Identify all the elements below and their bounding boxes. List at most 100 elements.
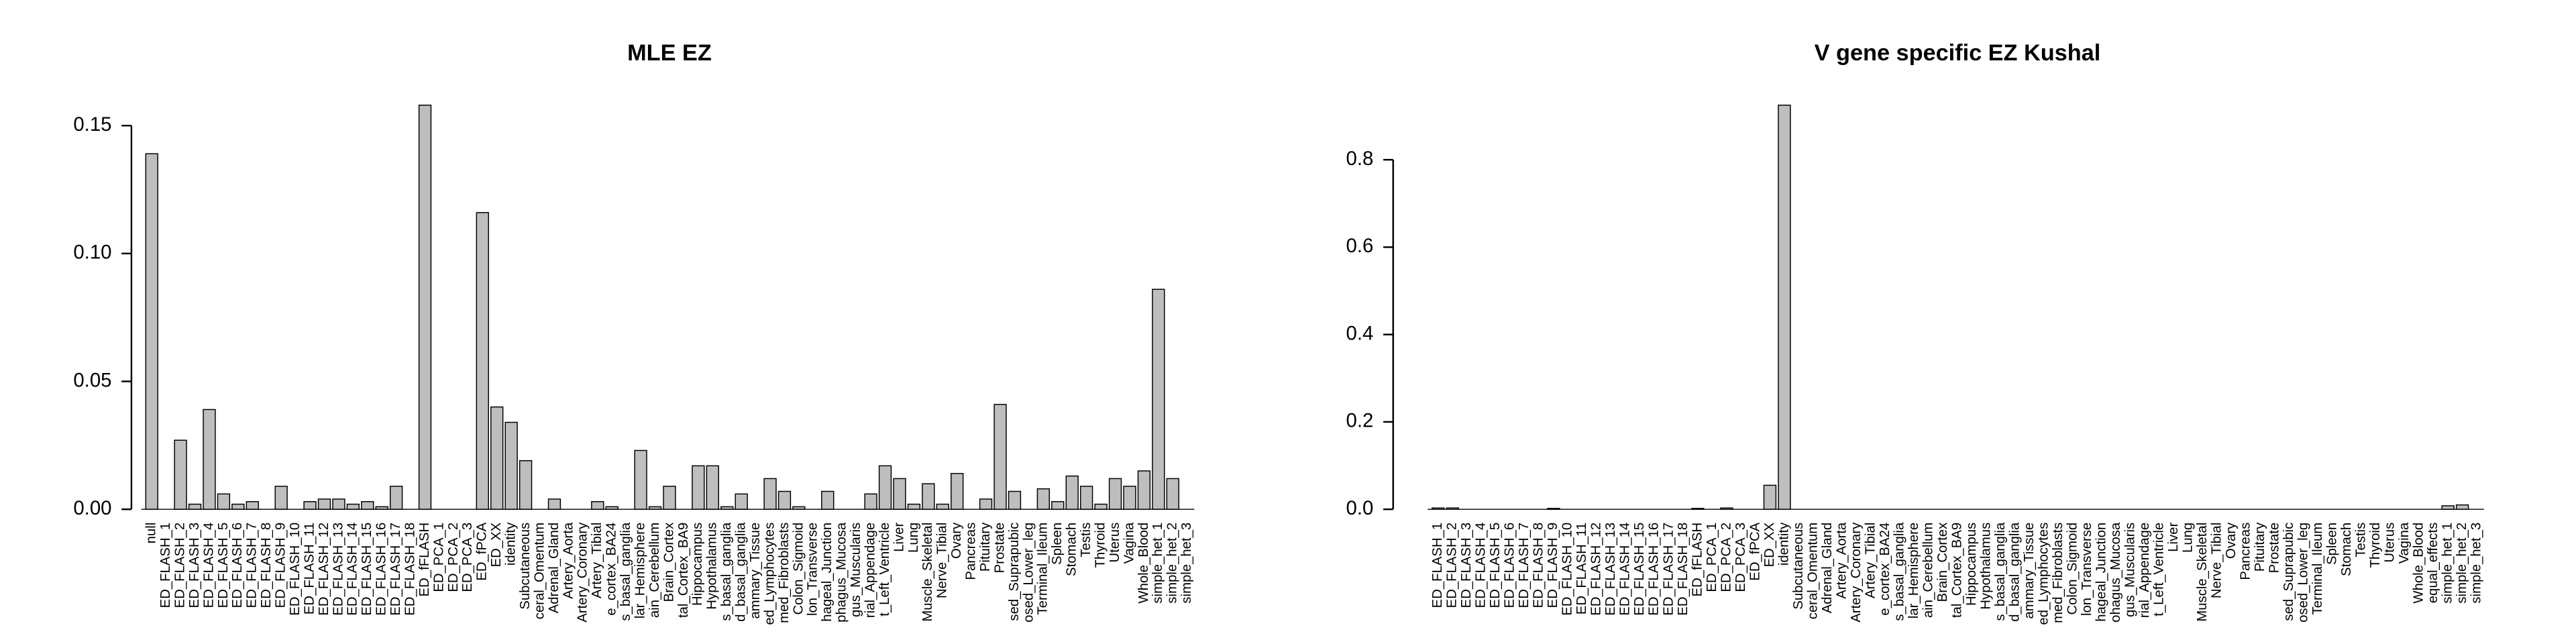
- bar: [878, 465, 892, 510]
- x-tick-label: Testis: [2353, 523, 2368, 557]
- bar: [994, 404, 1007, 510]
- x-tick-label: Hippocampus: [1964, 523, 1979, 606]
- x-tick-label: phagus_Mucosa: [835, 522, 849, 623]
- x-tick-label: ED_FLASH_10: [288, 523, 303, 616]
- x-tick-label: Pituitary: [978, 522, 993, 572]
- bar: [346, 503, 360, 510]
- y-tick-label: 0.00: [73, 497, 111, 519]
- x-tick-label: ED_FLASH_18: [402, 523, 417, 616]
- x-tick-label: ED_PCA_3: [460, 523, 475, 592]
- x-tick-label: ED_FLASH_8: [1532, 523, 1546, 608]
- x-tick-label: ammary_Tissue: [748, 523, 763, 619]
- x-tick-label: lon_Transverse: [2080, 523, 2094, 616]
- x-tick-label: ED_FLASH_17: [388, 523, 403, 616]
- x-tick-label: ceral_Omentum: [1805, 523, 1820, 619]
- x-tick-label: Terminal_Ileum: [2310, 523, 2325, 615]
- x-tick-label: lar_Hemisphere: [1907, 523, 1921, 619]
- x-tick-label: Stomach: [2339, 523, 2354, 576]
- x-tick-label: ED_FLASH_2: [1445, 523, 1460, 608]
- x-tick-label: ED_FLASH_15: [1632, 523, 1647, 616]
- x-tick-label: ED_FLASH_9: [1546, 523, 1560, 608]
- bar: [1051, 501, 1065, 510]
- bar: [792, 506, 806, 510]
- x-tick-label: Colon_Sigmoid: [2065, 523, 2080, 615]
- x-tick-label: ohagus_Mucosa: [2108, 522, 2123, 623]
- bar: [203, 409, 216, 510]
- x-tick-label: ED_XX: [489, 522, 504, 567]
- x-tick-label: ED_FLASH_13: [1603, 523, 1618, 616]
- bar: [145, 153, 158, 510]
- bar: [1166, 478, 1179, 510]
- x-tick-label: Hypothalamus: [1978, 523, 1993, 610]
- bar: [893, 478, 906, 510]
- x-tick-label: t_Left_Ventricle: [2151, 523, 2166, 616]
- bar: [303, 501, 317, 510]
- bar: [361, 501, 374, 510]
- bar: [648, 506, 662, 510]
- x-tick-label: d_basal_ganglia: [2007, 522, 2022, 622]
- x-tick-label: ED_FLASH_16: [1647, 523, 1662, 616]
- x-tick-label: ED_FLASH_5: [216, 523, 231, 608]
- x-tick-label: ed_Lymphocytes: [2036, 523, 2051, 625]
- x-tick-label: med_Fibroblasts: [2051, 523, 2065, 623]
- x-tick-label: Liver: [892, 523, 906, 552]
- y-tick-label: 0.05: [73, 369, 111, 391]
- x-tick-label: ED_FLASH_10: [1560, 523, 1575, 616]
- x-tick-label: Artery_Coronary: [1849, 522, 1864, 623]
- x-tick-label: Pancreas: [2238, 523, 2253, 580]
- x-tick-label: Testis: [1079, 523, 1093, 557]
- bar: [217, 493, 231, 510]
- bar: [1446, 507, 1460, 510]
- x-tick-label: ain_Cerebellum: [647, 523, 662, 618]
- y-tick-label: 0.0: [1346, 497, 1374, 519]
- bar: [720, 506, 734, 510]
- x-tick-label: Prostate: [992, 523, 1007, 574]
- bar: [188, 503, 202, 510]
- x-tick-label: ED_FLASH_9: [274, 523, 288, 608]
- bar: [922, 483, 935, 510]
- x-tick-label: t_Left_Ventricle: [877, 523, 892, 616]
- x-tick-label: ED_FLASH_5: [1488, 523, 1503, 608]
- bar: [504, 421, 518, 510]
- bar: [663, 486, 676, 510]
- x-tick-label: gus_Muscularis: [2123, 523, 2137, 617]
- x-tick-label: lar_Hemisphere: [633, 523, 647, 619]
- bar: [1763, 484, 1777, 510]
- bar: [1065, 475, 1079, 510]
- x-tick-label: ED_fFLASH: [417, 523, 432, 597]
- bar: [979, 498, 993, 510]
- bar: [1691, 508, 1705, 510]
- y-tick-label: 0.2: [1346, 410, 1374, 432]
- x-tick-label: s_basal_ganglia: [619, 522, 633, 621]
- x-tick-label: identity: [1776, 522, 1791, 566]
- x-tick-label: ain_Cerebellum: [1921, 523, 1935, 618]
- bar: [1036, 488, 1050, 510]
- x-tick-label: s_basal_ganglia: [1993, 522, 2008, 621]
- bar: [1137, 470, 1151, 510]
- x-tick-label: Pituitary: [2253, 522, 2267, 572]
- x-tick-label: ED_FLASH_17: [1661, 523, 1676, 616]
- x-tick-label: e_cortex_BA24: [1878, 523, 1892, 616]
- x-tick-label: Ovary: [949, 522, 964, 559]
- chart-title: MLE EZ: [627, 40, 712, 66]
- x-tick-label: tal_Cortex_BA9: [1949, 523, 1964, 618]
- x-tick-label: Muscle_Skeletal: [920, 523, 935, 622]
- x-tick-label: ED_FLASH_11: [302, 523, 317, 614]
- x-tick-label: ED_FLASH_4: [201, 523, 216, 608]
- bar: [1432, 507, 1445, 510]
- bar: [231, 503, 245, 510]
- bar: [1152, 288, 1165, 510]
- bar: [735, 493, 748, 510]
- x-tick-label: rial_Appendage: [2137, 523, 2152, 618]
- x-tick-label: identity: [504, 522, 519, 566]
- x-tick-label: ED_FLASH_18: [1676, 523, 1690, 616]
- bar: [2455, 504, 2469, 510]
- x-tick-label: simple_het_1: [1150, 523, 1165, 604]
- x-tick-label: Uterus: [1108, 523, 1122, 563]
- bar: [2441, 505, 2455, 510]
- bar: [332, 498, 345, 510]
- bar: [936, 503, 949, 510]
- x-tick-label: s_basal_ganglia: [1892, 522, 1907, 621]
- x-tick-label: ED_XX: [1762, 522, 1777, 567]
